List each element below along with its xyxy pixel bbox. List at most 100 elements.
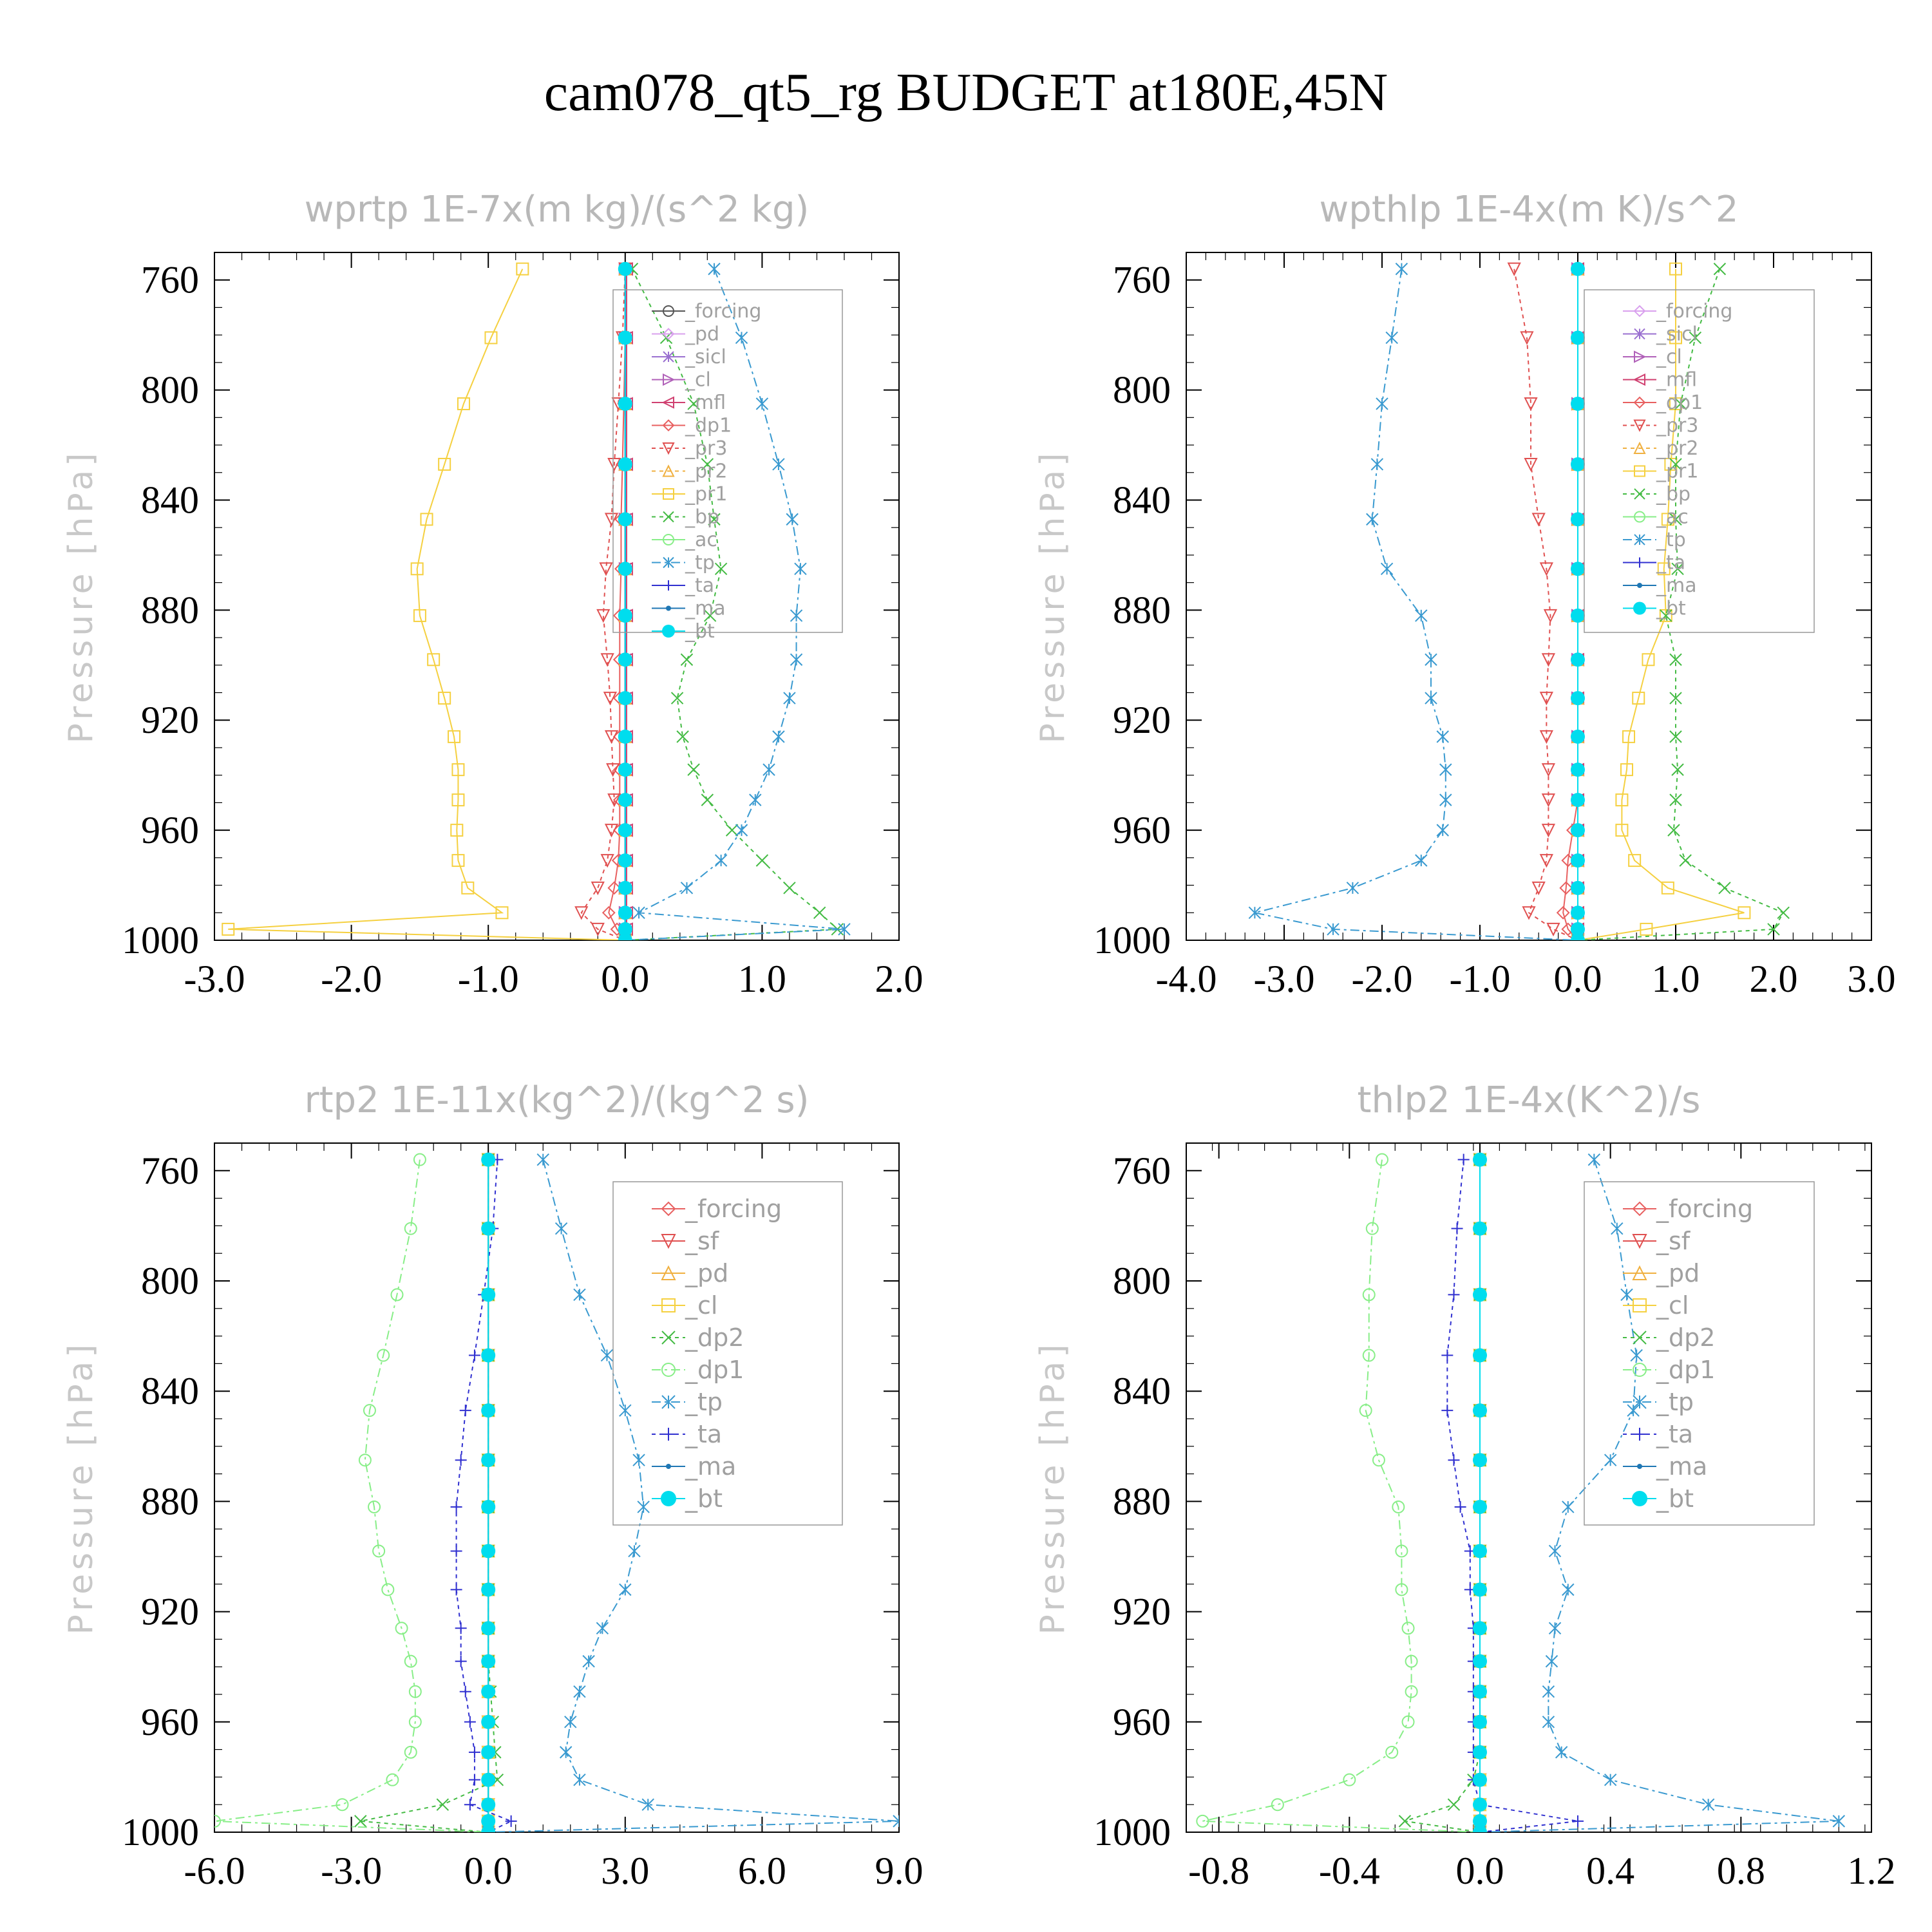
legend-item: _dp1 [1623,392,1703,414]
legend-marker [1633,373,1645,386]
data-point [451,793,465,807]
data-point [1441,1349,1454,1361]
data-point [838,923,851,936]
legend-label: _pr3 [685,437,727,460]
legend-label: _ac [1656,506,1689,529]
x-tick-label: -2.0 [1352,958,1413,1000]
legend-marker [661,1234,676,1249]
legend-marker [663,351,674,363]
data-point [1620,1288,1633,1302]
data-point [1555,1746,1568,1759]
legend-item: _sf [652,1227,720,1255]
data-point [1343,1773,1356,1786]
legend-item: _tp [1623,1388,1694,1416]
legend-label: _pd [685,1259,728,1287]
x-tick-label: 1.0 [738,958,786,1000]
legend-item: _dp2 [652,1323,744,1352]
panel-1: wprtp 1E-7x(m kg)/(s^2 kg) Pressure [hPa]… [62,189,923,1000]
legend-label: _cl [685,1291,717,1320]
data-point [1615,824,1629,837]
legend: _forcing _sf _pd _cl _dp2 _dp1 _tp _ta _ma _bt [612,1181,843,1526]
data-point [1669,262,1682,276]
legend-marker [1633,1298,1647,1312]
y-tick-label: 920 [1113,1591,1171,1633]
legend-item: _bt [652,1484,723,1513]
data-point [1507,262,1521,276]
data-point [680,653,694,666]
data-point [1395,1544,1408,1558]
data-point [468,1349,480,1361]
series-group [1248,261,1790,940]
data-point [381,1583,395,1596]
data-point [438,457,451,471]
y-tick-label: 1000 [122,919,199,961]
x-tick-label: -3.0 [184,958,245,1000]
data-point [1524,397,1538,412]
legend-item: _ma [652,1452,736,1481]
data-point [1448,1454,1460,1466]
data-point [459,1685,471,1698]
legend-label: _cl [1656,346,1682,368]
series-dp1 [214,1153,495,1832]
data-point [368,1500,381,1513]
panel-title: wprtp 1E-7x(m kg)/(s^2 kg) [305,189,810,231]
data-point [481,1287,496,1302]
data-point [1571,933,1585,940]
legend-item: _bt [1623,1484,1694,1513]
data-point [1372,1454,1385,1467]
data-point [783,692,796,705]
figure-title: cam078_qt5_rg BUDGET at180E,45N [544,62,1388,122]
data-point [1366,513,1379,526]
data-point [481,1654,496,1669]
data-point [670,692,684,705]
data-point [1401,1715,1415,1728]
legend-marker [1633,1428,1646,1441]
data-point [735,331,748,345]
data-point [1392,1500,1405,1513]
legend-marker [1632,1491,1647,1506]
data-point [404,1222,417,1235]
data-point [749,793,762,806]
data-point [755,854,769,867]
legend-label: _tp [1656,1388,1694,1416]
data-point [1627,1404,1640,1417]
data-point [1539,854,1553,868]
legend-marker [1634,328,1645,340]
data-point [377,1349,390,1362]
legend-label: _dp2 [685,1323,744,1352]
legend: _forcing _sf _pd _cl _dp2 _dp1 _tp _ta _ma _bt [1584,1181,1815,1526]
data-point [459,1405,471,1417]
data-point [481,1772,496,1787]
data-point [1571,922,1585,936]
y-tick-label: 1000 [122,1811,199,1853]
data-point [1473,1814,1487,1828]
series-dp1 [1196,1153,1486,1832]
data-point [1667,824,1680,837]
series-bp [1571,262,1790,940]
legend-marker [1634,350,1647,363]
legend-marker [661,1298,676,1312]
data-point [390,1288,404,1302]
data-point [1556,905,1570,920]
data-point [1271,1798,1284,1812]
plot-frame [1186,1142,1872,1833]
legend-item: _cl [1623,346,1682,368]
data-point [455,1622,467,1634]
legend-item: _ac [1623,506,1689,529]
data-point [481,1621,496,1636]
legend-label: _forcing [1656,1195,1753,1223]
data-point [1520,331,1534,345]
legend-item: _pd [652,1259,728,1287]
series-bt [1473,1152,1487,1832]
legend-marker [663,488,674,500]
y-tick-label: 960 [1113,809,1171,851]
y-tick-label: 760 [141,259,199,301]
data-point [618,922,632,936]
series-tp [619,262,851,940]
data-point [1630,1349,1643,1362]
data-point [1473,1544,1487,1558]
data-point [794,562,807,575]
data-point [618,330,632,345]
data-point [1615,793,1629,807]
data-point [708,262,721,276]
